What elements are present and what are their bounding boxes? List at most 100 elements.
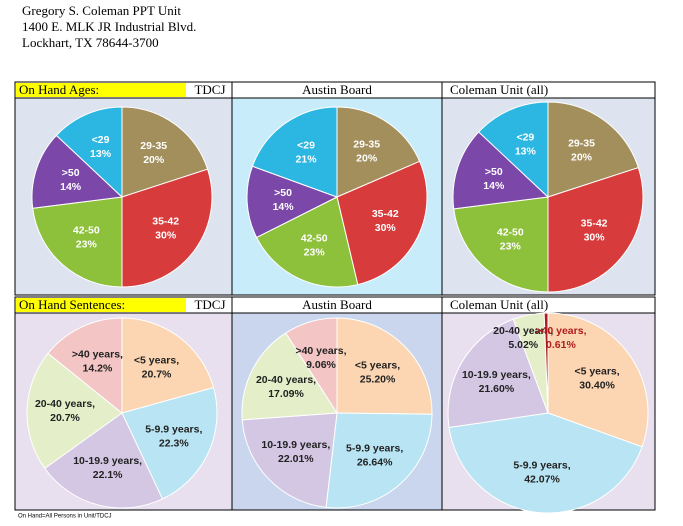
slice-value: 17.09% bbox=[268, 388, 304, 400]
slice-value: 20% bbox=[143, 154, 165, 166]
slice-label: <29 bbox=[516, 131, 534, 143]
row-label: On Hand Sentences: bbox=[19, 297, 125, 312]
slice-value: 30% bbox=[584, 231, 606, 243]
pie-slice bbox=[336, 317, 433, 415]
pie-slice bbox=[55, 106, 123, 199]
slice-value: 22.01% bbox=[278, 453, 314, 465]
pie-slice bbox=[547, 167, 644, 293]
slice-value: 23% bbox=[76, 238, 98, 250]
slice-label: >50 bbox=[62, 167, 80, 179]
slice-value: 20.7% bbox=[50, 412, 80, 424]
slice-value: 30% bbox=[155, 230, 177, 242]
pie-slice bbox=[336, 106, 421, 198]
slice-value: 14% bbox=[483, 180, 505, 192]
slice-label: 29-35 bbox=[568, 138, 595, 150]
pie-slice bbox=[543, 312, 549, 414]
slice-label: 35-42 bbox=[372, 208, 399, 220]
slice-label: 35-42 bbox=[152, 216, 179, 228]
header-line: Gregory S. Coleman PPT Unit bbox=[22, 3, 181, 18]
chart-title: Austin Board bbox=[302, 82, 372, 97]
footnote: On Hand=All Persons in Unit/TDCJ bbox=[18, 514, 112, 520]
slice-value: 26.64% bbox=[357, 457, 393, 469]
slice-label: 20-40 years, bbox=[256, 374, 316, 386]
pie-slice bbox=[251, 106, 338, 198]
slice-value: 14.2% bbox=[83, 362, 113, 374]
slice-label: <29 bbox=[92, 134, 110, 146]
slice-label: <29 bbox=[297, 140, 315, 152]
pie-slice bbox=[452, 131, 550, 210]
slice-value: 21.60% bbox=[479, 383, 515, 395]
slice-label: 5-9.9 years, bbox=[513, 459, 570, 471]
chart-title: Austin Board bbox=[302, 297, 372, 312]
slice-value: 5.02% bbox=[508, 339, 538, 351]
row-label-box bbox=[16, 298, 186, 312]
slice-label: >50 bbox=[274, 187, 292, 199]
chart-title: Coleman Unit (all) bbox=[450, 297, 548, 312]
pie-slice bbox=[32, 196, 123, 288]
pie-slice bbox=[255, 196, 359, 288]
slice-value: 20.7% bbox=[142, 368, 172, 380]
slice-value: 30% bbox=[375, 222, 397, 234]
slice-value: 13% bbox=[515, 145, 537, 157]
chart-title: Coleman Unit (all) bbox=[450, 82, 548, 97]
pie-slice bbox=[121, 317, 215, 414]
slice-label: 35-42 bbox=[581, 217, 608, 229]
pie-slice bbox=[325, 412, 433, 509]
slice-label: <5 years, bbox=[134, 354, 179, 366]
slice-value: 22.3% bbox=[159, 438, 189, 450]
pie-slice bbox=[448, 412, 643, 514]
slice-label: >40 years, bbox=[72, 348, 123, 360]
slice-label: 10-19.9 years, bbox=[73, 455, 142, 467]
pie-slice bbox=[547, 101, 639, 198]
slice-label: 20-40 years, bbox=[35, 398, 95, 410]
slice-value: 20% bbox=[356, 153, 378, 165]
slice-value: 9.06% bbox=[306, 359, 336, 371]
pie-slice bbox=[26, 352, 123, 470]
slice-label: 42-50 bbox=[73, 224, 100, 236]
pie-slice bbox=[285, 317, 338, 415]
pie-slice bbox=[241, 332, 338, 421]
slice-label: 42-50 bbox=[497, 227, 524, 239]
slice-value: 13% bbox=[90, 148, 112, 160]
pie-slice bbox=[121, 106, 209, 198]
pie-slice bbox=[241, 412, 338, 508]
slice-label: <5 years, bbox=[355, 360, 400, 372]
slice-label: 29-35 bbox=[353, 139, 380, 151]
slice-value: 25.20% bbox=[360, 374, 396, 386]
pie-slice bbox=[246, 165, 339, 239]
pie-slice bbox=[121, 168, 213, 288]
panel-header bbox=[441, 81, 656, 99]
slice-value: 14% bbox=[273, 201, 295, 213]
pie-slice bbox=[121, 387, 218, 500]
slice-value: 0.61% bbox=[546, 339, 576, 351]
chart-title: TDCJ bbox=[194, 297, 225, 312]
pie-slice bbox=[336, 160, 428, 286]
pie-slice bbox=[44, 412, 164, 509]
slice-value: 42.07% bbox=[524, 473, 560, 485]
header-line: Lockhart, TX 78644-3700 bbox=[22, 35, 159, 50]
slice-label: <5 years, bbox=[574, 365, 619, 377]
pie-slice bbox=[47, 317, 123, 415]
pie-slice bbox=[453, 196, 549, 293]
row-label: On Hand Ages: bbox=[19, 82, 99, 97]
slice-value: 23% bbox=[500, 241, 522, 253]
slice-label: 5-9.9 years, bbox=[145, 424, 202, 436]
slice-value: 14% bbox=[60, 181, 82, 193]
pie-slice bbox=[547, 312, 649, 448]
slice-label: 42-50 bbox=[301, 233, 328, 245]
slice-label: >40 years, bbox=[295, 345, 346, 357]
pie-slice bbox=[478, 101, 549, 199]
slice-value: 20% bbox=[571, 152, 593, 164]
slice-label: 10-19.9 years, bbox=[261, 439, 330, 451]
slice-label: 20-40 years, bbox=[493, 325, 553, 337]
slice-label: 29-35 bbox=[140, 140, 167, 152]
row-label-box bbox=[16, 83, 186, 97]
pie-slice bbox=[31, 134, 124, 209]
slice-label: 5-9.9 years, bbox=[346, 443, 403, 455]
slice-label: >50 bbox=[485, 166, 503, 178]
slice-value: 21% bbox=[296, 154, 318, 166]
slice-value: 30.40% bbox=[579, 379, 615, 391]
slice-label: 10-19.9 years, bbox=[462, 369, 531, 381]
slice-value: 23% bbox=[304, 247, 326, 259]
